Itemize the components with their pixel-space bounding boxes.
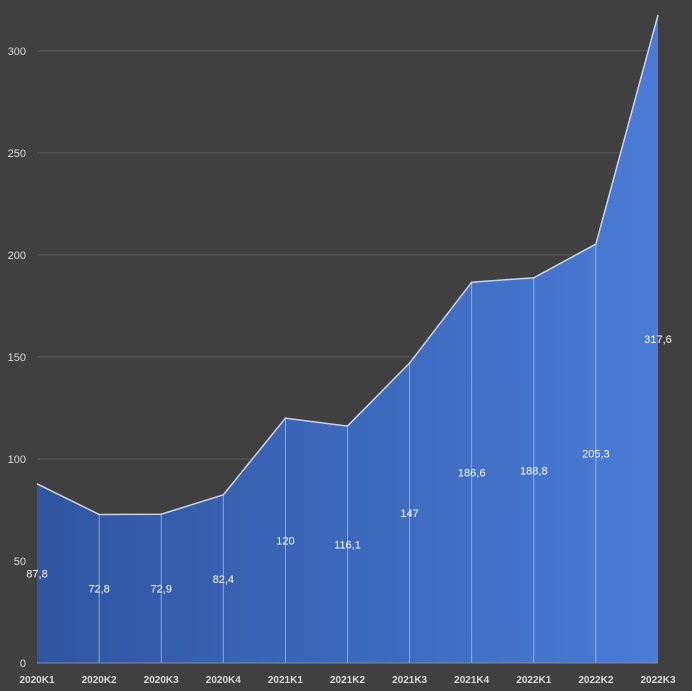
data-label: 186,6: [458, 468, 486, 480]
y-tick-label: 250: [8, 148, 26, 160]
y-tick-label: 200: [8, 250, 26, 262]
x-tick-label: 2021K2: [330, 675, 365, 686]
x-tick-label: 2022K2: [578, 675, 613, 686]
x-axis-ticks: 2020K1 2020K2 2020K3 2020K4 2021K1 2021K2 2021…: [19, 675, 675, 686]
y-tick-label: 0: [20, 658, 26, 670]
data-label: 87,8: [26, 568, 47, 580]
data-label: 116,1: [334, 540, 361, 552]
data-label: 205,3: [582, 449, 610, 461]
x-tick-label: 2020K1: [19, 675, 54, 686]
area-series: [36, 14, 659, 663]
data-label: 72,8: [88, 584, 109, 596]
y-tick-label: 100: [8, 454, 26, 466]
y-tick-label: 50: [14, 556, 26, 568]
x-tick-label: 2020K3: [144, 675, 179, 686]
drop-lines: [37, 244, 658, 664]
data-label: 72,9: [150, 584, 171, 596]
data-label: 147: [400, 508, 418, 520]
x-tick-label: 2020K4: [206, 675, 241, 686]
area-fill: [37, 14, 658, 663]
data-label: 188,8: [520, 465, 548, 477]
y-tick-label: 300: [8, 46, 26, 58]
data-label: 82,4: [213, 574, 234, 586]
y-axis-ticks: 0 50 100 150 200 250 300: [8, 46, 26, 670]
data-label: 120: [276, 536, 294, 548]
data-label: 317,6: [644, 334, 672, 346]
area-top-line: [36, 14, 659, 516]
data-labels: 87,8 72,8 72,9 82,4 120 116,1 147 186,6 188,8 205…: [26, 334, 671, 596]
x-tick-label: 2022K1: [516, 675, 551, 686]
x-tick-label: 2021K3: [392, 675, 427, 686]
x-tick-label: 2022K3: [640, 675, 675, 686]
x-tick-label: 2021K4: [454, 675, 489, 686]
y-tick-label: 150: [8, 352, 26, 364]
x-tick-label: 2021K1: [268, 675, 303, 686]
x-tick-label: 2020K2: [82, 675, 117, 686]
